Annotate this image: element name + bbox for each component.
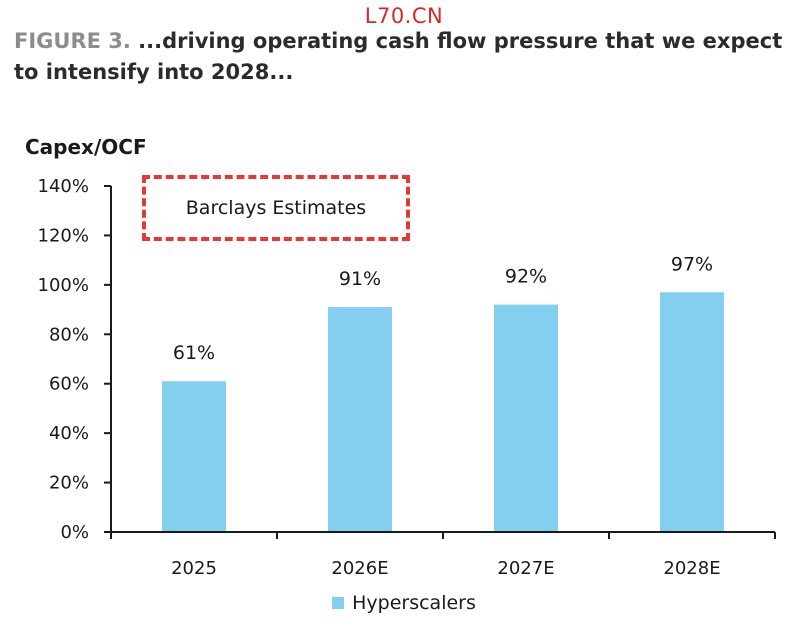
- x-tick-label: 2028E: [663, 558, 720, 579]
- y-tick-label: 40%: [49, 423, 89, 444]
- bar: [162, 381, 226, 532]
- x-tick-label: 2027E: [497, 558, 554, 579]
- y-tick-label: 20%: [49, 473, 89, 494]
- data-label: 91%: [339, 268, 381, 290]
- bar: [328, 307, 392, 532]
- y-tick-label: 80%: [49, 324, 89, 345]
- annotation-box: Barclays Estimates: [142, 175, 410, 241]
- figure-label: FIGURE 3.: [14, 29, 131, 53]
- y-tick-label: 140%: [38, 176, 89, 197]
- figure-title-text: ...driving operating cash flow pressure …: [14, 29, 783, 84]
- y-tick-label: 60%: [49, 374, 89, 395]
- data-label: 92%: [505, 266, 547, 288]
- data-label: 61%: [173, 342, 215, 364]
- figure-title: FIGURE 3. ...driving operating cash flow…: [14, 26, 784, 88]
- legend-label: Hyperscalers: [352, 592, 476, 614]
- y-tick-label: 100%: [38, 275, 89, 296]
- data-label: 97%: [671, 253, 713, 275]
- annotation-text: Barclays Estimates: [185, 197, 367, 219]
- y-tick-label: 0%: [60, 522, 89, 543]
- x-tick-label: 2026E: [331, 558, 388, 579]
- legend: Hyperscalers: [0, 592, 808, 614]
- y-tick-label: 120%: [38, 225, 89, 246]
- x-tick-label: 2025: [171, 558, 217, 579]
- y-axis-title: Capex/OCF: [25, 135, 147, 159]
- legend-swatch: [332, 597, 345, 609]
- watermark: L70.CN: [364, 4, 444, 28]
- bar: [660, 292, 724, 532]
- bar: [494, 304, 558, 532]
